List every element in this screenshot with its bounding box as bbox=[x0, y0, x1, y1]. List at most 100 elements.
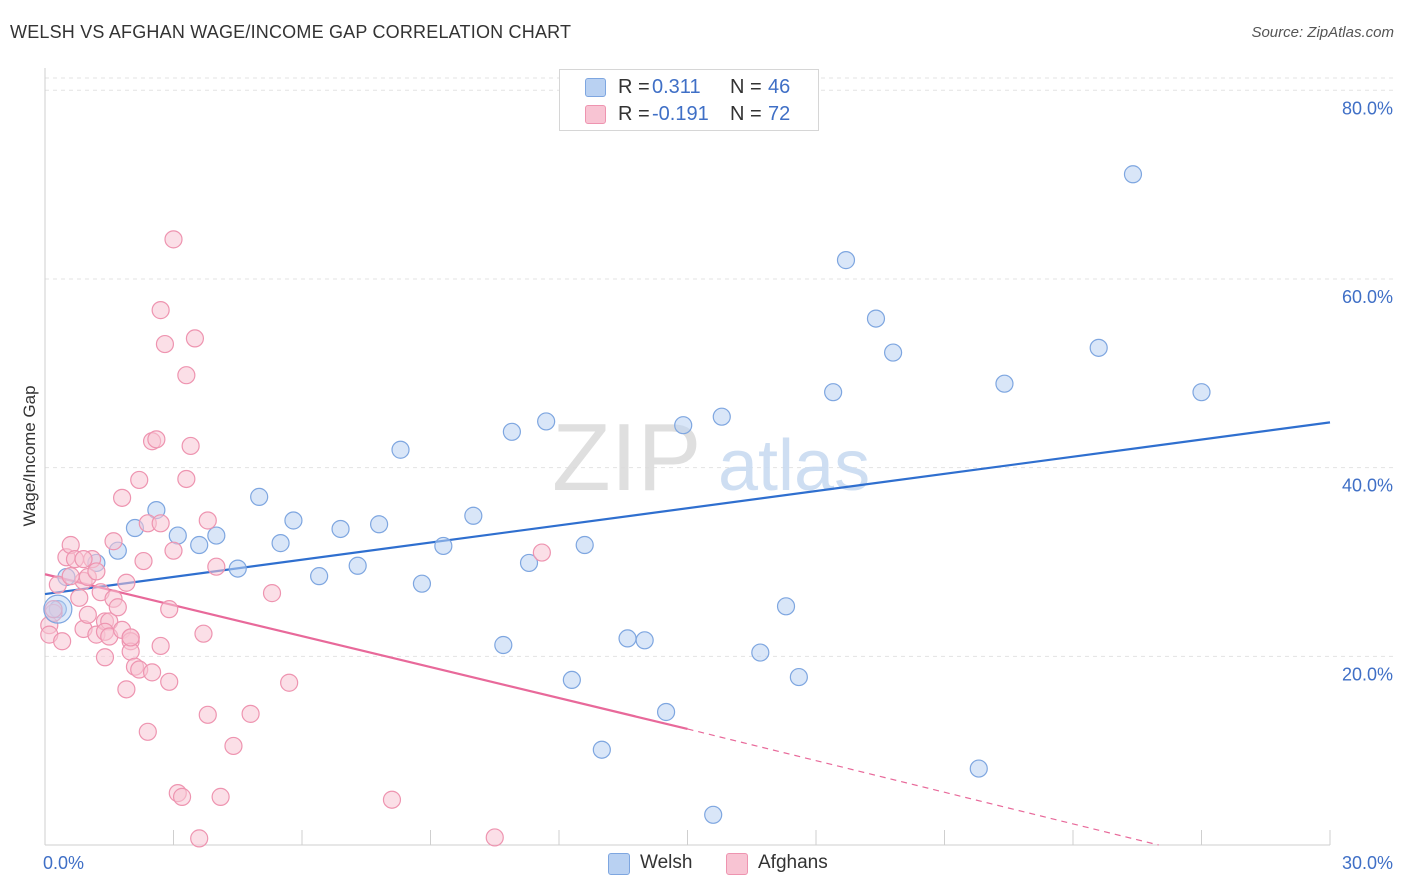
afghans-point bbox=[134, 551, 153, 571]
y-tick-label: 40.0% bbox=[1342, 476, 1393, 496]
afghans-point bbox=[70, 588, 89, 607]
afghans-trend-line bbox=[44, 573, 688, 731]
afghans-point bbox=[262, 584, 282, 603]
afghans-point bbox=[61, 567, 80, 586]
welsh-point bbox=[712, 407, 731, 426]
afghans-point bbox=[112, 488, 132, 507]
data-points bbox=[40, 165, 1211, 848]
welsh-n-label: N = bbox=[730, 76, 762, 98]
welsh-point bbox=[391, 440, 410, 459]
grid-lines bbox=[45, 77, 1393, 657]
welsh-point bbox=[751, 643, 770, 662]
afghans-n-value: 72 bbox=[768, 103, 791, 125]
welsh-point bbox=[635, 631, 654, 650]
afghans-point bbox=[172, 787, 192, 806]
afghans-point bbox=[194, 624, 213, 643]
watermark-atlas: atlas bbox=[718, 426, 870, 506]
welsh-swatch bbox=[585, 78, 606, 97]
afghans-point bbox=[130, 470, 149, 490]
welsh-point bbox=[494, 635, 513, 655]
welsh-point bbox=[674, 416, 693, 435]
afghans-point bbox=[104, 532, 123, 551]
welsh-point bbox=[284, 511, 303, 530]
welsh-point bbox=[228, 559, 247, 578]
y-tick-label: 80.0% bbox=[1342, 98, 1393, 118]
welsh-point bbox=[348, 556, 367, 575]
welsh-point bbox=[331, 519, 350, 539]
welsh-point bbox=[704, 805, 723, 824]
welsh-point bbox=[789, 667, 808, 687]
afghans-point bbox=[382, 790, 402, 809]
y-tick-label: 60.0% bbox=[1342, 287, 1393, 307]
welsh-point bbox=[207, 526, 226, 545]
afghans-point bbox=[198, 511, 217, 530]
afghans-point bbox=[147, 430, 166, 449]
afghans-point bbox=[117, 573, 136, 592]
welsh-point bbox=[464, 506, 483, 525]
trend-lines bbox=[44, 421, 1331, 846]
welsh-point bbox=[776, 597, 796, 616]
afghans-point bbox=[117, 680, 136, 699]
bottom-welsh-swatch bbox=[608, 853, 630, 875]
afghans-point bbox=[207, 557, 226, 576]
afghans-point bbox=[164, 230, 183, 249]
afghans-point bbox=[78, 605, 97, 624]
afghans-point bbox=[181, 436, 200, 456]
bottom-afghans-swatch bbox=[726, 853, 748, 875]
afghans-point bbox=[241, 704, 260, 723]
welsh-point bbox=[618, 629, 637, 648]
afghans-point bbox=[160, 672, 179, 691]
afghans-point bbox=[74, 550, 93, 569]
afghans-point bbox=[211, 787, 230, 806]
axes bbox=[44, 68, 1331, 846]
afghans-point bbox=[95, 648, 115, 667]
y-axis-label: Wage/Income Gap bbox=[20, 385, 39, 526]
welsh-point bbox=[310, 567, 329, 586]
source-note: Source: ZipAtlas.com bbox=[1251, 24, 1394, 41]
welsh-point bbox=[866, 309, 886, 328]
afghans-point bbox=[108, 598, 127, 617]
welsh-n-value: 46 bbox=[768, 76, 791, 98]
afghans-r-label: R = bbox=[618, 103, 650, 125]
afghans-r-value: -0.191 bbox=[652, 103, 709, 125]
welsh-point bbox=[562, 670, 581, 690]
watermark: ZIP atlas bbox=[552, 404, 870, 511]
welsh-trend-line bbox=[44, 421, 1331, 596]
welsh-point bbox=[250, 487, 269, 506]
afghans-point bbox=[142, 663, 162, 682]
afghans-point bbox=[532, 543, 551, 562]
afghans-point bbox=[190, 829, 209, 848]
afghans-point bbox=[224, 736, 243, 756]
afghans-point bbox=[160, 600, 179, 619]
welsh-point bbox=[656, 702, 676, 722]
afghans-point bbox=[44, 600, 63, 619]
welsh-point bbox=[537, 412, 556, 431]
afghans-point bbox=[198, 705, 217, 724]
welsh-point bbox=[969, 759, 988, 778]
welsh-point-cluster bbox=[43, 594, 73, 624]
legend-row-afghans: R = -0.191 N = 72 bbox=[560, 101, 818, 127]
welsh-r-value: 0.311 bbox=[652, 76, 701, 98]
afghans-point bbox=[177, 366, 196, 385]
bottom-welsh-label: Welsh bbox=[640, 852, 693, 873]
afghans-swatch bbox=[585, 105, 606, 124]
welsh-point bbox=[412, 574, 432, 593]
afghans-point bbox=[87, 562, 106, 581]
welsh-point bbox=[1192, 383, 1211, 402]
welsh-point bbox=[883, 343, 903, 362]
welsh-point bbox=[995, 374, 1014, 393]
afghans-point bbox=[164, 541, 183, 560]
welsh-point bbox=[434, 536, 453, 556]
welsh-point bbox=[1123, 165, 1143, 184]
welsh-point bbox=[824, 383, 843, 402]
afghans-point bbox=[280, 673, 299, 692]
afghans-point bbox=[138, 722, 157, 741]
welsh-point bbox=[592, 740, 611, 759]
afghans-point bbox=[151, 636, 170, 656]
welsh-point bbox=[1089, 338, 1108, 357]
welsh-point bbox=[370, 515, 389, 534]
chart-title: WELSH VS AFGHAN WAGE/INCOME GAP CORRELAT… bbox=[10, 22, 572, 42]
welsh-point bbox=[168, 526, 187, 545]
x-tick-label-min: 0.0% bbox=[43, 853, 84, 873]
